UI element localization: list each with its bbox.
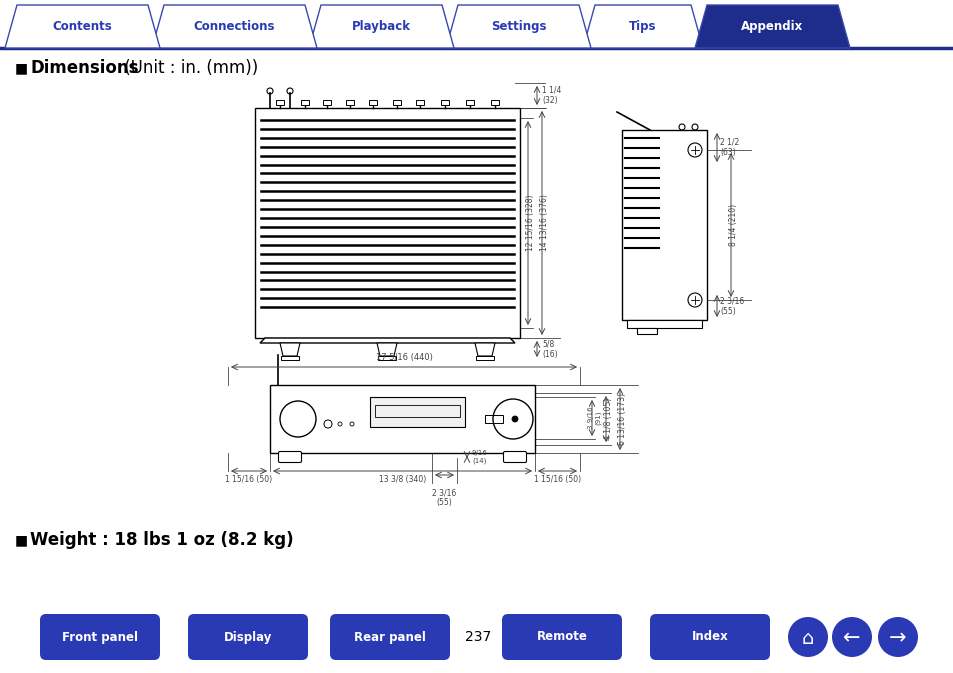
Text: Display: Display bbox=[224, 631, 272, 643]
Text: Tips: Tips bbox=[629, 20, 656, 33]
Text: Appendix: Appendix bbox=[740, 20, 802, 33]
Text: 9/16
(14): 9/16 (14) bbox=[472, 450, 487, 464]
Bar bbox=[637, 328, 657, 334]
Text: ■: ■ bbox=[15, 533, 28, 547]
Circle shape bbox=[831, 617, 871, 657]
Circle shape bbox=[512, 416, 517, 422]
Bar bbox=[626, 320, 701, 328]
FancyBboxPatch shape bbox=[278, 452, 301, 462]
Text: Playback: Playback bbox=[352, 20, 411, 33]
Polygon shape bbox=[260, 338, 515, 343]
Text: 3 9/16
(91): 3 9/16 (91) bbox=[588, 406, 601, 429]
Text: (Unit : in. (mm)): (Unit : in. (mm)) bbox=[119, 59, 258, 77]
Bar bbox=[370, 397, 464, 427]
Text: 8 1/4 (210): 8 1/4 (210) bbox=[729, 204, 738, 246]
Text: Rear panel: Rear panel bbox=[354, 631, 425, 643]
Bar bbox=[476, 356, 494, 360]
Bar bbox=[484, 415, 502, 423]
Text: Settings: Settings bbox=[490, 20, 546, 33]
Text: 237: 237 bbox=[464, 630, 491, 644]
Bar bbox=[465, 100, 474, 105]
Text: 5/8
(16): 5/8 (16) bbox=[541, 339, 558, 359]
Polygon shape bbox=[280, 343, 299, 356]
Bar bbox=[375, 405, 459, 417]
Polygon shape bbox=[5, 5, 160, 48]
Bar bbox=[491, 100, 498, 105]
Bar bbox=[323, 100, 331, 105]
Text: 1 1/4
(32): 1 1/4 (32) bbox=[541, 85, 560, 105]
Polygon shape bbox=[152, 5, 316, 48]
Circle shape bbox=[877, 617, 917, 657]
Text: 14 13/16 (376): 14 13/16 (376) bbox=[540, 194, 549, 252]
Text: Contents: Contents bbox=[52, 20, 112, 33]
Text: ⌂: ⌂ bbox=[801, 629, 813, 647]
FancyBboxPatch shape bbox=[188, 614, 308, 660]
Text: 13 3/8 (340): 13 3/8 (340) bbox=[378, 475, 426, 484]
Text: Dimensions: Dimensions bbox=[30, 59, 139, 77]
Text: Weight : 18 lbs 1 oz (8.2 kg): Weight : 18 lbs 1 oz (8.2 kg) bbox=[30, 531, 294, 549]
Bar bbox=[346, 100, 354, 105]
FancyBboxPatch shape bbox=[40, 614, 160, 660]
Polygon shape bbox=[475, 343, 495, 356]
Text: 6 13/16 (173): 6 13/16 (173) bbox=[618, 393, 627, 445]
Text: 1 15/16 (50): 1 15/16 (50) bbox=[534, 475, 580, 484]
Text: 12 15/16 (328): 12 15/16 (328) bbox=[526, 194, 535, 251]
Bar bbox=[275, 100, 284, 105]
Text: 1 15/16 (50): 1 15/16 (50) bbox=[225, 475, 273, 484]
Text: →: → bbox=[888, 628, 905, 648]
FancyBboxPatch shape bbox=[330, 614, 450, 660]
FancyBboxPatch shape bbox=[503, 452, 526, 462]
Bar bbox=[377, 356, 395, 360]
Text: 17 5/16 (440): 17 5/16 (440) bbox=[375, 353, 432, 362]
Text: Remote: Remote bbox=[536, 631, 587, 643]
Polygon shape bbox=[582, 5, 702, 48]
Text: ■: ■ bbox=[15, 61, 28, 75]
Text: Connections: Connections bbox=[193, 20, 275, 33]
Text: 2 3/16
(55): 2 3/16 (55) bbox=[432, 488, 456, 507]
Text: 2 1/2
(63): 2 1/2 (63) bbox=[720, 137, 739, 157]
Bar bbox=[281, 356, 298, 360]
Bar bbox=[416, 100, 423, 105]
Text: Index: Index bbox=[691, 631, 727, 643]
Text: 4 1/8 (105): 4 1/8 (105) bbox=[604, 398, 613, 440]
Circle shape bbox=[787, 617, 827, 657]
FancyBboxPatch shape bbox=[501, 614, 621, 660]
Text: Front panel: Front panel bbox=[62, 631, 138, 643]
Text: 2 3/16
(55): 2 3/16 (55) bbox=[720, 296, 743, 316]
Bar bbox=[393, 100, 400, 105]
Bar bbox=[440, 100, 449, 105]
Polygon shape bbox=[309, 5, 454, 48]
Polygon shape bbox=[446, 5, 590, 48]
Bar bbox=[254, 108, 519, 338]
Bar bbox=[621, 130, 706, 320]
Text: ←: ← bbox=[842, 628, 860, 648]
Polygon shape bbox=[695, 5, 849, 48]
Bar bbox=[369, 100, 376, 105]
Polygon shape bbox=[376, 343, 396, 356]
Bar bbox=[270, 385, 535, 453]
Bar bbox=[301, 100, 309, 105]
FancyBboxPatch shape bbox=[649, 614, 769, 660]
